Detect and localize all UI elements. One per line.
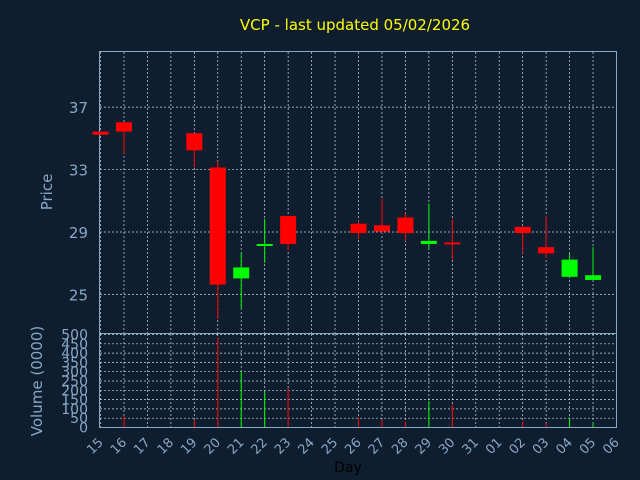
candle-body — [115, 122, 132, 132]
volume-tick-label: 0 — [79, 421, 88, 437]
candle-body — [585, 275, 602, 280]
x-tick-label: 06 — [600, 435, 622, 457]
x-tick-label: 05 — [577, 435, 599, 457]
x-tick-label: 15 — [84, 435, 106, 457]
candle-body — [92, 131, 109, 135]
price-tick-label: 37 — [69, 99, 88, 117]
x-tick-label: 24 — [295, 435, 317, 457]
candle-body — [233, 267, 250, 279]
candle-body — [209, 167, 226, 285]
volume-tick-label: 300 — [61, 365, 88, 381]
x-tick-label: 01 — [483, 435, 505, 457]
candle-body — [561, 259, 578, 277]
candle-body — [444, 242, 461, 245]
x-tick-label: 02 — [507, 435, 529, 457]
volume-plot-frame — [99, 333, 617, 428]
volume-tick-label: 50 — [70, 411, 88, 427]
x-tick-label: 19 — [178, 435, 200, 457]
candle-body — [280, 215, 297, 245]
candles — [92, 122, 602, 319]
candle-body — [350, 223, 367, 234]
volume-axis-label: Volume (0000) — [28, 326, 46, 436]
x-tick-label: 25 — [319, 435, 341, 457]
x-tick-label: 26 — [342, 435, 364, 457]
x-tick-label: 23 — [272, 435, 294, 457]
price-plot-frame — [99, 51, 617, 334]
x-tick-label: 31 — [460, 435, 482, 457]
candle-body — [397, 217, 414, 234]
price-grid — [100, 52, 617, 333]
volume-tick-label: 200 — [61, 383, 88, 399]
x-tick-label: 22 — [249, 435, 271, 457]
volume-tick-label: 250 — [61, 374, 88, 390]
x-tick-label: 29 — [413, 435, 435, 457]
x-axis-label: Day — [334, 460, 362, 476]
x-tick-label: 21 — [225, 435, 247, 457]
x-tick-label: 28 — [389, 435, 411, 457]
volume-tick-label: 150 — [61, 393, 88, 409]
volume-grid — [100, 334, 617, 428]
x-tick-label: 18 — [155, 435, 177, 457]
x-axis-ticks: 15 16 17 18 19 20 21 22 23 24 25 26 27 28 29 30 31 01 02 03… — [84, 435, 622, 457]
x-tick-label: 16 — [108, 435, 130, 457]
x-tick-label: 30 — [436, 435, 458, 457]
volume-tick-label: 450 — [61, 337, 88, 353]
volume-tick-label: 500 — [61, 328, 88, 344]
candle-body — [373, 225, 390, 232]
volume-bars — [123, 337, 594, 427]
candle-body — [538, 247, 555, 254]
chart-title: VCP - last updated 05/02/2026 — [240, 16, 470, 34]
price-tick-label: 33 — [69, 162, 88, 180]
x-tick-label: 20 — [202, 435, 224, 457]
price-axis-ticks: 25 29 33 37 — [69, 99, 88, 304]
x-tick-label: 27 — [366, 435, 388, 457]
candle-body — [514, 226, 531, 234]
price-axis-label: Price — [38, 174, 56, 211]
price-tick-label: 25 — [69, 286, 88, 304]
x-tick-label: 03 — [530, 435, 552, 457]
candle-body — [420, 240, 437, 245]
volume-tick-label: 100 — [61, 402, 88, 418]
candle-body — [256, 244, 273, 247]
x-tick-label: 04 — [553, 435, 575, 457]
volume-tick-label: 400 — [61, 346, 88, 362]
x-tick-label: 17 — [131, 435, 153, 457]
price-tick-label: 29 — [69, 224, 88, 242]
volume-tick-label: 350 — [61, 355, 88, 371]
candle-body — [186, 133, 203, 151]
